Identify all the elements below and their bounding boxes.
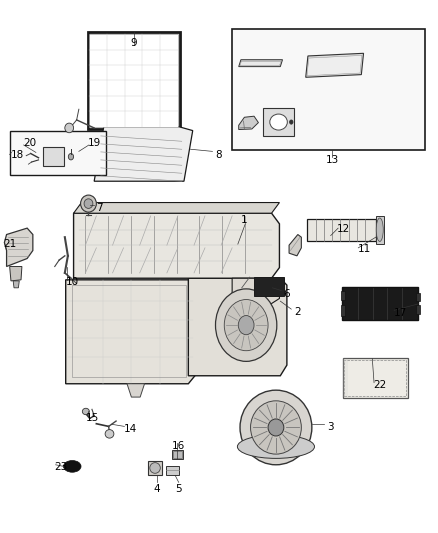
Ellipse shape — [376, 218, 383, 241]
Polygon shape — [240, 61, 281, 66]
Text: 3: 3 — [327, 423, 334, 432]
Polygon shape — [289, 235, 301, 256]
Ellipse shape — [150, 463, 160, 473]
Text: 6: 6 — [283, 289, 290, 299]
Bar — [43, 147, 64, 166]
Polygon shape — [66, 280, 195, 384]
Ellipse shape — [224, 300, 268, 351]
Bar — [89, 34, 178, 127]
Ellipse shape — [84, 199, 93, 208]
Bar — [341, 305, 345, 316]
Ellipse shape — [105, 430, 114, 438]
Text: 2: 2 — [294, 307, 301, 317]
Bar — [148, 461, 162, 475]
Text: 23: 23 — [55, 463, 68, 472]
Polygon shape — [239, 60, 283, 67]
Text: 19: 19 — [88, 138, 101, 148]
Polygon shape — [10, 266, 22, 281]
Text: 9: 9 — [130, 38, 137, 47]
Ellipse shape — [240, 390, 312, 465]
Polygon shape — [94, 107, 193, 181]
Text: 4: 4 — [153, 484, 160, 494]
Bar — [307, 219, 376, 241]
Bar — [173, 451, 182, 458]
Polygon shape — [74, 203, 279, 213]
Text: 11: 11 — [358, 245, 371, 254]
Text: 1: 1 — [241, 215, 248, 225]
Bar — [263, 108, 294, 136]
Polygon shape — [307, 55, 362, 76]
Polygon shape — [239, 116, 258, 130]
Text: 15: 15 — [86, 414, 99, 423]
Polygon shape — [74, 213, 279, 278]
Text: 14: 14 — [124, 424, 137, 434]
Bar — [254, 277, 284, 296]
Text: 18: 18 — [11, 150, 24, 159]
Ellipse shape — [251, 401, 301, 454]
Ellipse shape — [64, 461, 81, 472]
Ellipse shape — [81, 195, 96, 212]
Polygon shape — [232, 278, 279, 309]
Bar — [344, 360, 406, 396]
Bar — [341, 291, 345, 300]
Bar — [416, 293, 420, 301]
Bar — [172, 450, 183, 459]
Bar — [10, 131, 106, 175]
Polygon shape — [4, 228, 33, 266]
Text: 12: 12 — [337, 224, 350, 234]
Ellipse shape — [270, 114, 287, 130]
Bar — [416, 305, 420, 314]
Text: 7: 7 — [96, 203, 103, 213]
Bar — [376, 216, 384, 244]
Text: 10: 10 — [66, 278, 79, 287]
Bar — [343, 358, 408, 398]
Ellipse shape — [68, 154, 74, 160]
Bar — [88, 32, 180, 129]
Text: 17: 17 — [394, 308, 407, 318]
Text: 13: 13 — [325, 155, 339, 165]
Bar — [72, 285, 186, 377]
Polygon shape — [188, 278, 287, 376]
Bar — [232, 29, 425, 150]
Text: 21: 21 — [3, 239, 16, 249]
Bar — [166, 466, 179, 475]
Text: 16: 16 — [172, 441, 185, 451]
Ellipse shape — [215, 289, 277, 361]
Polygon shape — [13, 281, 19, 288]
Ellipse shape — [82, 408, 89, 415]
Polygon shape — [127, 384, 145, 397]
Text: 20: 20 — [23, 138, 36, 148]
Ellipse shape — [290, 120, 293, 124]
Ellipse shape — [238, 316, 254, 335]
Text: 8: 8 — [215, 150, 223, 159]
Ellipse shape — [65, 123, 74, 133]
Polygon shape — [306, 53, 364, 77]
Ellipse shape — [237, 435, 314, 458]
Bar — [342, 287, 418, 320]
Text: 22: 22 — [374, 380, 387, 390]
Text: 5: 5 — [175, 484, 182, 494]
Ellipse shape — [268, 419, 284, 436]
